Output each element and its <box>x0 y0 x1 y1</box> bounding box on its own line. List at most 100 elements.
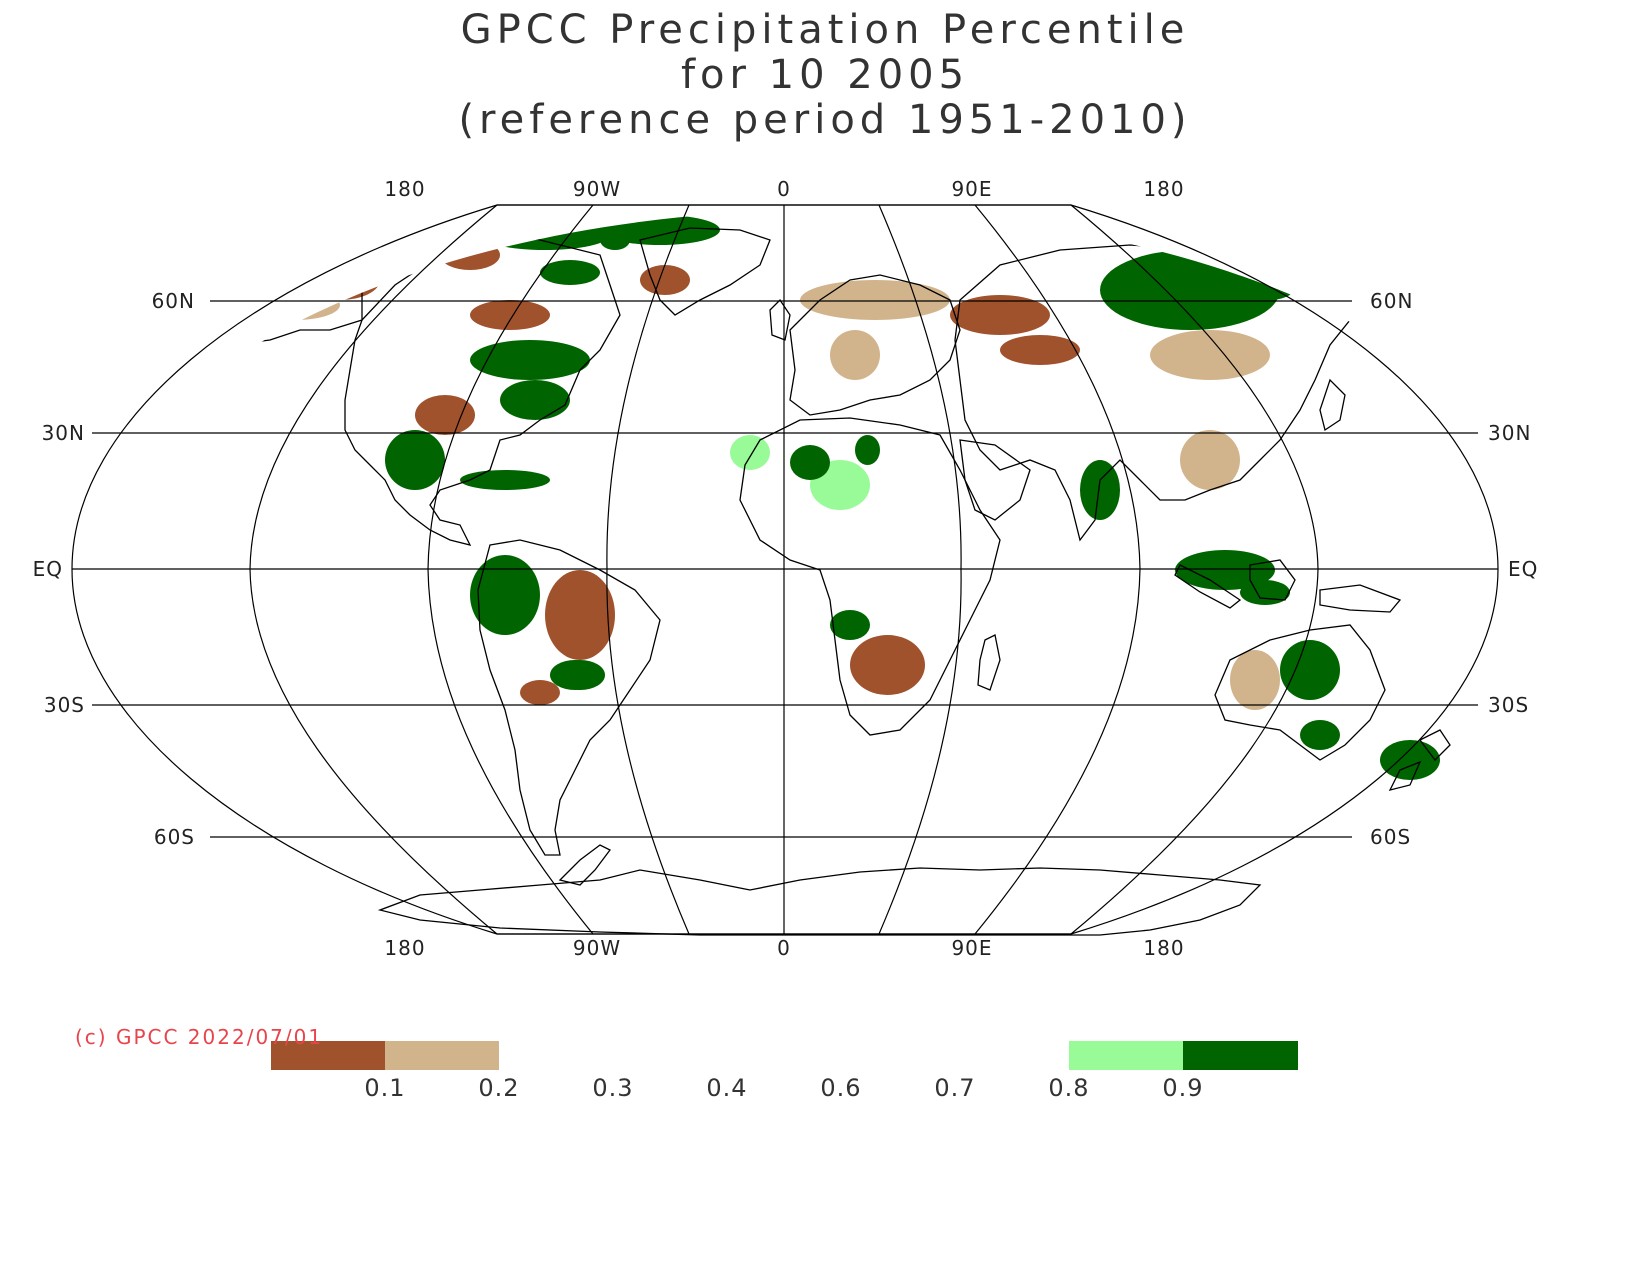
blotch-australia-east-1 <box>1300 720 1340 750</box>
blotch-new-zealand-0 <box>1380 740 1440 780</box>
bottom-lon-label-0: 0 <box>777 936 791 960</box>
legend-tick-0.7: 0.7 <box>934 1074 975 1102</box>
coast-borneo <box>1249 559 1296 601</box>
right-lat-label-eq: EQ <box>1508 557 1538 581</box>
coast-alaska <box>199 279 363 353</box>
right-lat-label-60s: 60S <box>1370 825 1411 849</box>
blotch-china-0 <box>1150 330 1270 380</box>
bottom-lon-label-180w: 180 <box>384 936 425 960</box>
meridian-135e <box>1070 204 1319 935</box>
blotch-alaska-0 <box>250 290 340 320</box>
right-lat-label-60n: 60N <box>1370 289 1413 313</box>
top-lon-label-90e: 90E <box>951 177 992 201</box>
legend-swatch-wet <box>1069 1041 1183 1070</box>
legend-colorbar <box>271 1041 1298 1070</box>
coast-south-america <box>477 539 661 856</box>
coast-europe <box>789 274 961 416</box>
legend-swatch-dry <box>385 1041 499 1070</box>
legend-tick-0.9: 0.9 <box>1162 1074 1203 1102</box>
blotch-siberia-north-1 <box>1240 260 1300 300</box>
blotch-usa-east-1 <box>500 380 570 420</box>
bottom-lon-label-180e: 180 <box>1143 936 1184 960</box>
blotch-brazil-east-1 <box>520 680 560 705</box>
blotch-sahel-1 <box>855 435 880 465</box>
copyright-credit: (c) GPCC 2022/07/01 <box>75 1025 324 1049</box>
right-lat-label-30s: 30S <box>1488 693 1529 717</box>
legend-tick-0.3: 0.3 <box>592 1074 633 1102</box>
title-line-1: GPCC Precipitation Percentile <box>460 7 1190 53</box>
blotch-southern-africa-0 <box>850 635 925 695</box>
coast-greenland <box>639 227 771 316</box>
coast-new-guinea <box>1319 584 1402 613</box>
top-lon-label-180e: 180 <box>1143 177 1184 201</box>
legend-swatch-very-wet <box>1183 1041 1298 1070</box>
blotch-southern-brazil-0 <box>555 660 605 690</box>
blotch-southeast-asia-1 <box>1240 580 1290 605</box>
coast-japan <box>1319 378 1346 432</box>
legend-tick-0.6: 0.6 <box>820 1074 861 1102</box>
legend-swatch-very-dry <box>271 1041 385 1070</box>
blotch-europe-0 <box>800 280 950 320</box>
coast-antarctic-peninsula <box>558 844 611 886</box>
top-lon-label-0: 0 <box>777 177 791 201</box>
precipitation-field <box>180 215 1440 780</box>
blotch-australia-east-0 <box>1280 640 1340 700</box>
legend-tick-0.4: 0.4 <box>706 1074 747 1102</box>
blotch-canada-west-2 <box>470 300 550 330</box>
legend-tick-0.1: 0.1 <box>364 1074 405 1102</box>
bottom-lon-labels: 180 90W 0 90E 180 <box>384 936 1184 960</box>
meridian-90e <box>974 204 1141 935</box>
meridian-135w <box>249 204 498 935</box>
blotch-mexico-caribbean-0 <box>385 430 445 490</box>
globe-boundary <box>71 204 1499 935</box>
blotch-india-0 <box>1080 460 1120 520</box>
blotch-australia-west-0 <box>1230 650 1280 710</box>
blotch-europe-1 <box>830 330 880 380</box>
title-line-3: (reference period 1951-2010) <box>458 97 1192 143</box>
blotch-siberia-west-1 <box>1000 335 1080 365</box>
left-lat-label-30s: 30S <box>44 693 85 717</box>
coast-uk <box>769 298 791 341</box>
blotch-alaska-1 <box>180 330 240 342</box>
bottom-lon-label-90e: 90E <box>951 936 992 960</box>
blotch-greenland-north-0 <box>600 215 720 245</box>
blotch-sahel-0 <box>790 445 830 480</box>
left-lat-label-30n: 30N <box>42 421 85 445</box>
top-lon-labels: 180 90W 0 90E 180 <box>384 177 1184 201</box>
map-title: GPCC Precipitation Percentile for 10 200… <box>0 8 1650 143</box>
left-lat-labels: 60N 30N EQ 30S 60S <box>33 289 195 849</box>
blotch-canada-east-0 <box>480 220 610 250</box>
blotch-canada-west-1 <box>440 240 500 270</box>
right-lat-labels: 60N 30N EQ 30S 60S <box>1370 289 1538 849</box>
meridian-90w <box>427 204 594 935</box>
blotch-siberia-west-0 <box>950 295 1050 335</box>
title-line-2: for 10 2005 <box>680 52 970 98</box>
blotch-mexico-caribbean-1 <box>460 470 550 490</box>
blotch-greenland-south-0 <box>640 265 690 295</box>
blotch-amazon-0 <box>470 555 540 635</box>
left-lat-label-60s: 60S <box>154 825 195 849</box>
coast-antarctica <box>377 867 1262 936</box>
right-lat-label-30n: 30N <box>1488 421 1531 445</box>
bottom-lon-label-90w: 90W <box>573 936 621 960</box>
blotch-canada-east-1 <box>540 260 600 285</box>
coast-arabia <box>959 439 1031 521</box>
blotch-usa-east-0 <box>470 340 590 380</box>
legend-tick-labels: 0.1 0.2 0.3 0.4 0.6 0.7 0.8 0.9 <box>364 1074 1203 1102</box>
coast-north-america <box>344 234 621 546</box>
blotch-usa-south-0 <box>415 395 475 435</box>
meridian-45w <box>606 204 690 935</box>
blotch-angola-0 <box>830 610 870 640</box>
blotch-north-africa-0 <box>730 435 770 470</box>
top-lon-label-180w: 180 <box>384 177 425 201</box>
blotch-brazil-east-0 <box>545 570 615 660</box>
meridian-45e <box>878 204 962 935</box>
legend-tick-0.8: 0.8 <box>1048 1074 1089 1102</box>
coast-madagascar <box>977 634 1001 691</box>
left-lat-label-60n: 60N <box>152 289 195 313</box>
top-lon-label-90w: 90W <box>573 177 621 201</box>
coast-sumatra <box>1174 564 1242 609</box>
legend-tick-0.2: 0.2 <box>478 1074 519 1102</box>
coast-australia <box>1214 624 1386 761</box>
